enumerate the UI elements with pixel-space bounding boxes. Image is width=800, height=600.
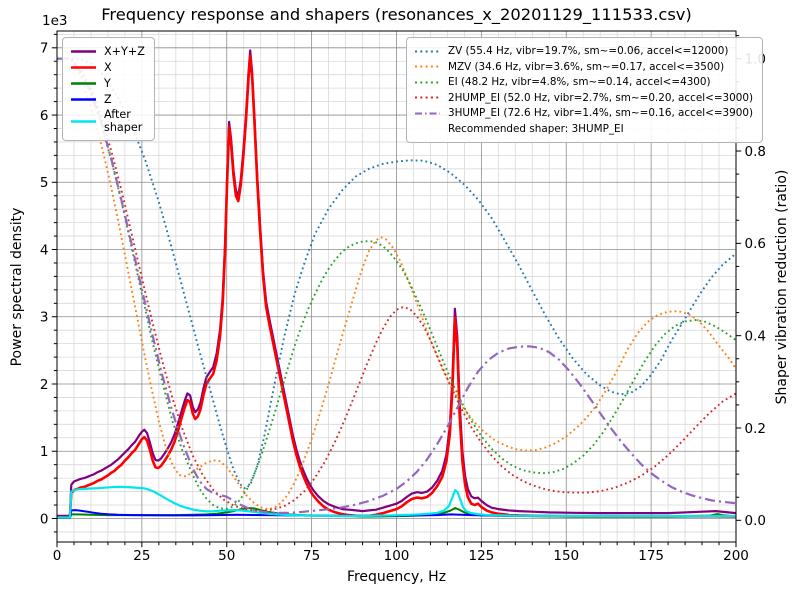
legend-line-sample — [414, 92, 441, 103]
y-left-tick-label: 2 — [40, 377, 49, 393]
legend-label: 3HUMP_EI (72.6 Hz, vibr=1.4%, sm~=0.16, … — [448, 107, 754, 120]
legend-label: MZV (34.6 Hz, vibr=3.6%, sm~=0.17, accel… — [448, 60, 725, 73]
y-axis-scale-offset: 1e3 — [42, 13, 68, 29]
legend-label: X — [104, 60, 112, 74]
legend-entry: EI (48.2 Hz, vibr=4.8%, sm~=0.14, accel<… — [414, 75, 753, 90]
legend-entry: MZV (34.6 Hz, vibr=3.6%, sm~=0.17, accel… — [414, 60, 753, 75]
legend-entry: X+Y+Z — [70, 44, 145, 59]
y-right-tick-label: 0.8 — [745, 144, 766, 160]
axis-ticks — [51, 33, 742, 548]
legend-line-sample — [70, 46, 97, 57]
y-left-tick-label: 1 — [40, 444, 49, 460]
legend-entry: ZV (55.4 Hz, vibr=19.7%, sm~=0.06, accel… — [414, 44, 753, 59]
minor-grid — [57, 31, 736, 542]
legend-line-sample — [414, 61, 441, 72]
legend-entry: X — [70, 60, 145, 75]
legend-entry: 3HUMP_EI (72.6 Hz, vibr=1.4%, sm~=0.16, … — [414, 106, 753, 121]
legend-entry: Y — [70, 76, 145, 91]
shaper-curve-ZV — [57, 57, 736, 490]
y-left-tick-label: 6 — [40, 108, 49, 124]
y-axis-right-label: Shaper vibration reduction (ratio) — [774, 169, 790, 405]
x-tick-label: 25 — [133, 548, 150, 564]
shaper-curve-MZV — [57, 57, 736, 511]
y-right-tick-label: 0.4 — [745, 328, 766, 344]
legend-line-sample — [70, 116, 97, 127]
curves-layer — [57, 49, 736, 519]
x-tick-label: 100 — [384, 548, 410, 564]
y-left-tick-label: 3 — [40, 310, 49, 326]
x-tick-label: 75 — [303, 548, 320, 564]
legend-entry: Z — [70, 92, 145, 107]
y-left-tick-label: 4 — [40, 242, 49, 258]
y-right-tick-label: 0.6 — [745, 236, 766, 252]
x-tick-label: 125 — [468, 548, 494, 564]
legend-line-sample — [414, 108, 441, 119]
legend-label: EI (48.2 Hz, vibr=4.8%, sm~=0.14, accel<… — [448, 76, 711, 89]
y-axis-left-label: Power spectral density — [9, 207, 25, 367]
y-left-tick-label: 5 — [40, 175, 49, 191]
legend-label: 2HUMP_EI (52.0 Hz, vibr=2.7%, sm~=0.20, … — [448, 91, 754, 104]
x-tick-label: 200 — [723, 548, 749, 564]
legend-label: ZV (55.4 Hz, vibr=19.7%, sm~=0.06, accel… — [448, 45, 729, 58]
psd-curve-Z — [57, 509, 736, 519]
chart-title: Frequency response and shapers (resonanc… — [101, 5, 692, 24]
legend-line-sample — [70, 94, 97, 105]
psd-curve-X — [57, 54, 736, 519]
y-right-tick-label: 0.2 — [745, 421, 766, 437]
legend-line-sample — [70, 62, 97, 73]
legend-label: Z — [104, 92, 112, 106]
legend-label: Recommended shaper: 3HUMP_EI — [448, 122, 624, 135]
legend-entry: 2HUMP_EI (52.0 Hz, vibr=2.7%, sm~=0.20, … — [414, 91, 753, 106]
y-right-tick-label: 0.0 — [745, 513, 766, 529]
y-left-tick-label: 7 — [40, 41, 49, 57]
legend-line-sample — [414, 77, 441, 88]
legend-label: Y — [104, 76, 111, 90]
x-axis-label: Frequency, Hz — [346, 569, 447, 585]
x-tick-label: 175 — [638, 548, 664, 564]
legend-spacer — [414, 123, 441, 134]
legend-psd: X+Y+Z X Y Z After shaper — [62, 37, 155, 142]
legend-line-sample — [70, 78, 97, 89]
shaper-curve-2HUMP_EI — [57, 57, 736, 512]
shaper-curve-3HUMP_EI — [57, 57, 736, 515]
psd-curve-After shaper — [57, 485, 736, 519]
legend-line-sample — [414, 46, 441, 57]
y-left-tick-label: 0 — [40, 511, 49, 527]
legend-label: X+Y+Z — [104, 44, 145, 58]
legend-entry: Recommended shaper: 3HUMP_EI — [414, 122, 753, 137]
legend-label: After shaper — [104, 108, 143, 135]
legend-shapers: ZV (55.4 Hz, vibr=19.7%, sm~=0.06, accel… — [406, 37, 764, 143]
x-tick-label: 150 — [553, 548, 579, 564]
x-tick-label: 0 — [53, 548, 62, 564]
x-tick-label: 50 — [218, 548, 235, 564]
legend-entry: After shaper — [70, 108, 145, 134]
